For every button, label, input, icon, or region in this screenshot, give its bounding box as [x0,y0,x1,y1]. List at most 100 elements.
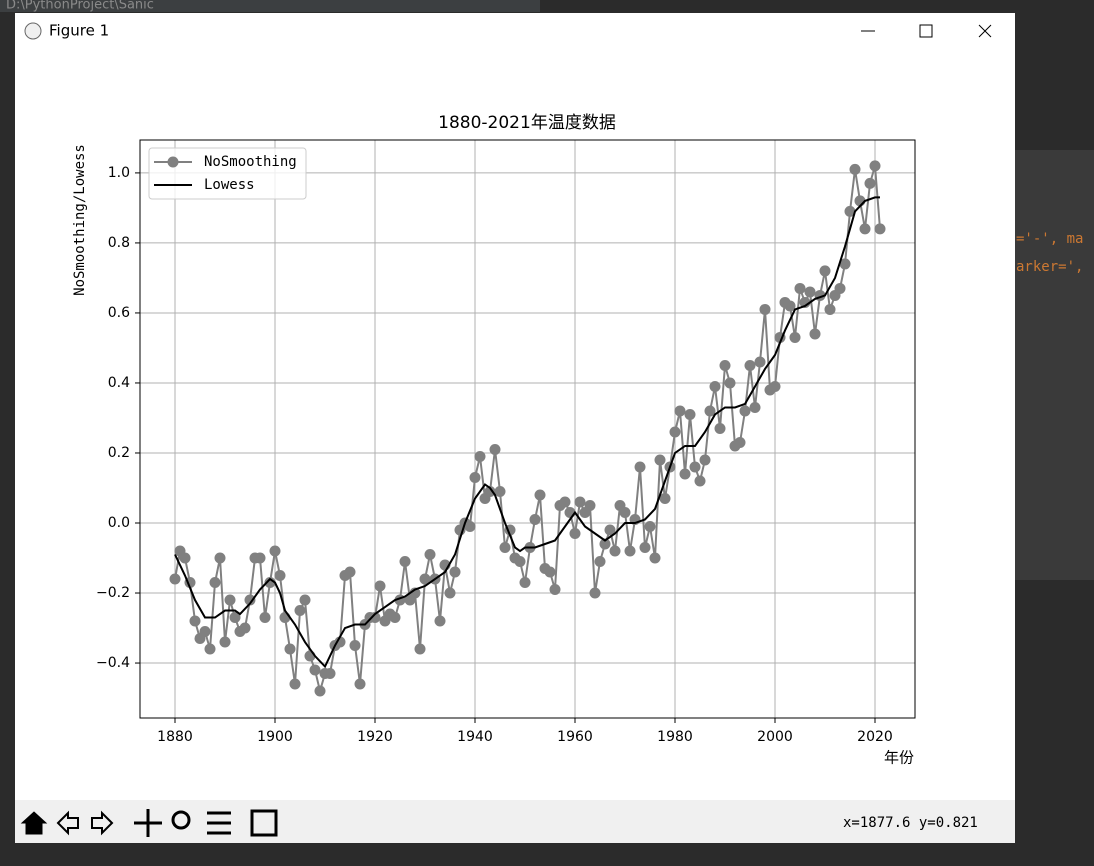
zoom-button[interactable] [171,810,191,830]
marker [259,612,271,624]
marker [574,496,586,508]
marker [309,664,321,676]
marker [214,552,226,564]
marker [469,471,481,483]
legend-label: NoSmoothing [204,154,297,170]
marker [544,566,556,578]
save-button[interactable] [250,809,278,837]
marker [864,177,876,189]
plot-area [140,140,915,718]
y-tick-label: 1.0 [108,165,130,181]
back-button[interactable] [56,810,79,836]
marker [314,685,326,697]
marker [819,265,831,277]
marker [769,380,781,392]
marker [344,566,356,578]
marker [839,258,851,270]
x-tick-label: 1920 [357,729,393,745]
marker [424,549,436,561]
marker [624,545,636,557]
ide-path: D:\PythonProject\Sanic [6,0,154,13]
marker [634,461,646,473]
marker [484,485,496,497]
marker [724,377,736,389]
marker [684,408,696,420]
marker [754,356,766,368]
chart-title: 1880-2021年温度数据 [438,113,616,133]
marker [414,643,426,655]
marker [834,282,846,294]
marker [244,594,256,606]
marker [844,205,856,217]
marker [514,556,526,568]
marker [869,160,881,172]
marker [529,513,541,525]
axes-frame [139,139,916,719]
marker [534,489,546,501]
marker [749,401,761,413]
marker [199,626,211,638]
marker [449,566,461,578]
marker [669,426,681,438]
ide-code: arker=', [1016,259,1083,275]
marker [704,405,716,417]
ide-code: ='-', ma [1016,231,1083,247]
legend-label: Lowess [204,177,255,193]
marker [719,359,731,371]
marker [354,678,366,690]
marker [609,545,621,557]
marker [519,577,531,589]
marker [204,643,216,655]
y-axis-label: NoSmoothing/Lowess [72,144,88,296]
subplots-button[interactable] [207,811,231,835]
marker [644,521,656,533]
marker [824,303,836,315]
marker [189,615,201,627]
marker [584,499,596,511]
legend-box [148,147,307,200]
pan-button[interactable] [134,809,162,837]
marker [734,436,746,448]
y-tick-label: −0.4 [96,655,130,671]
marker [334,636,346,648]
marker [694,475,706,487]
marker [569,528,581,540]
marker [594,556,606,568]
ide-bar [0,0,540,12]
home-button[interactable] [20,811,48,835]
x-tick-label: 1980 [657,729,693,745]
marker [489,443,501,455]
marker [714,422,726,434]
marker [389,612,401,624]
marker [269,545,281,557]
marker [589,587,601,599]
toolbar [15,800,1015,843]
y-tick-label: 0.4 [108,375,130,391]
x-tick-label: 2020 [857,729,893,745]
marker [294,605,306,617]
marker [399,556,411,568]
close-button[interactable] [978,24,992,38]
marker [374,580,386,592]
window-icon [24,22,42,40]
marker [284,643,296,655]
toolbar-icons [20,809,278,837]
y-tick-label: 0.0 [108,515,130,531]
marker [739,405,751,417]
forward-button[interactable] [91,810,114,836]
marker [494,485,506,497]
marker [679,468,691,480]
marker [619,506,631,518]
y-tick-label: 0.6 [108,305,130,321]
marker [474,450,486,462]
marker [224,594,236,606]
marker [229,612,241,624]
marker [874,223,886,235]
marker [649,552,661,564]
grid: 1880 1900 1920 1940 1960 1980 2000 2020 −0.4 −0.2… [96,140,915,745]
marker [419,573,431,585]
marker [464,521,476,533]
marker [859,223,871,235]
marker [744,359,756,371]
maximize-button[interactable] [919,24,933,38]
